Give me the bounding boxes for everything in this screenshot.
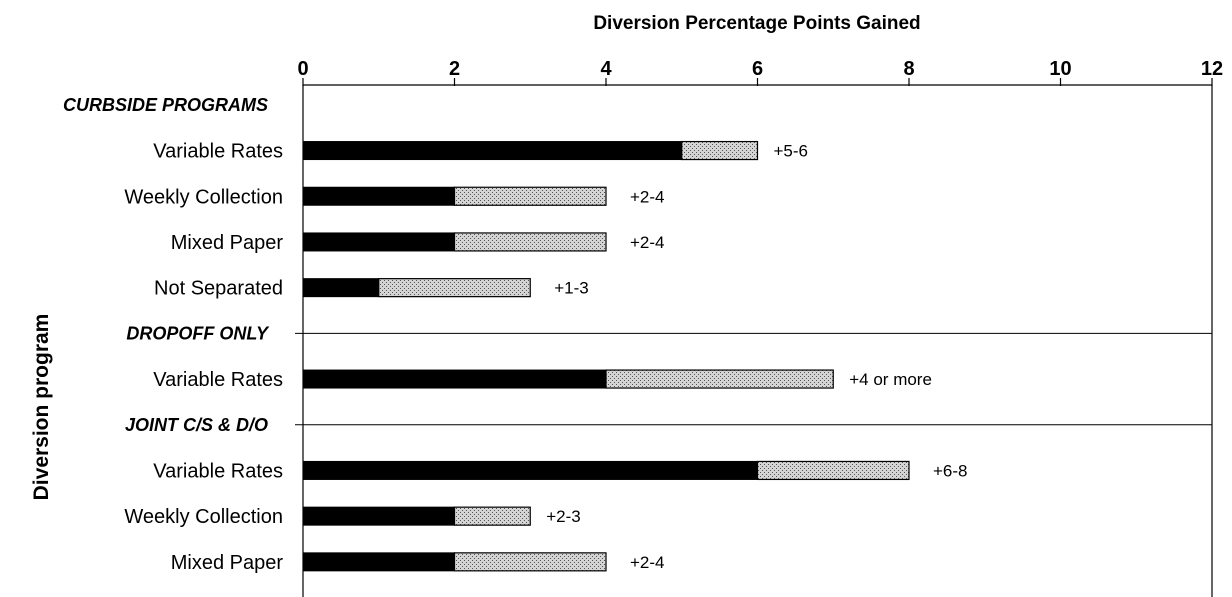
bar-annotation: +1-3 — [554, 279, 589, 298]
x-tick-label: 12 — [1201, 58, 1223, 80]
bar-base-segment — [302, 232, 455, 252]
category-label: Mixed Paper — [171, 232, 284, 254]
category-label: Variable Rates — [153, 141, 283, 163]
x-tick-label: 10 — [1049, 58, 1071, 80]
category-label: Weekly Collection — [124, 186, 283, 208]
bar-range-segment — [453, 232, 607, 252]
bar-range-segment — [453, 186, 607, 206]
bar-base-segment — [302, 460, 758, 480]
bar-range-segment — [681, 140, 759, 161]
x-tick-label: 0 — [297, 58, 308, 80]
bar-annotation: +2-4 — [630, 233, 665, 252]
x-tick-label: 6 — [752, 58, 763, 80]
bar-base-segment — [302, 369, 607, 389]
group-header: JOINT C/S & D/O — [125, 415, 268, 435]
category-label: Variable Rates — [153, 460, 283, 482]
bar-annotation: +2-4 — [630, 187, 665, 206]
category-label: Variable Rates — [153, 369, 283, 391]
x-tick-label: 4 — [600, 58, 612, 80]
bar-annotation: +2-4 — [630, 553, 665, 572]
group-header: CURBSIDE PROGRAMS — [63, 95, 268, 115]
category-label: Weekly Collection — [124, 506, 283, 528]
bar-base-segment — [302, 506, 455, 526]
bar-range-segment — [453, 506, 531, 526]
bar-annotation: +6-8 — [933, 461, 968, 480]
y-axis-label: Diversion program — [30, 314, 53, 501]
bar-range-segment — [605, 369, 834, 389]
bar-range-segment — [378, 278, 531, 298]
chart-title: Diversion Percentage Points Gained — [593, 13, 920, 34]
category-label: Not Separated — [154, 278, 283, 300]
bar-base-segment — [302, 186, 455, 206]
x-tick-label: 8 — [903, 58, 914, 80]
bar-base-segment — [302, 278, 380, 298]
bar-base-segment — [302, 141, 683, 161]
bar-range-segment — [756, 460, 910, 481]
bar-annotation: +4 or more — [849, 370, 932, 389]
category-label: Mixed Paper — [171, 552, 284, 574]
bar-range-segment — [453, 552, 607, 572]
bar-annotation: +2-3 — [546, 507, 581, 526]
group-header: DROPOFF ONLY — [126, 323, 270, 343]
bar-base-segment — [302, 552, 455, 572]
x-tick-label: 2 — [449, 58, 460, 80]
bar-annotation: +5-6 — [774, 142, 809, 161]
